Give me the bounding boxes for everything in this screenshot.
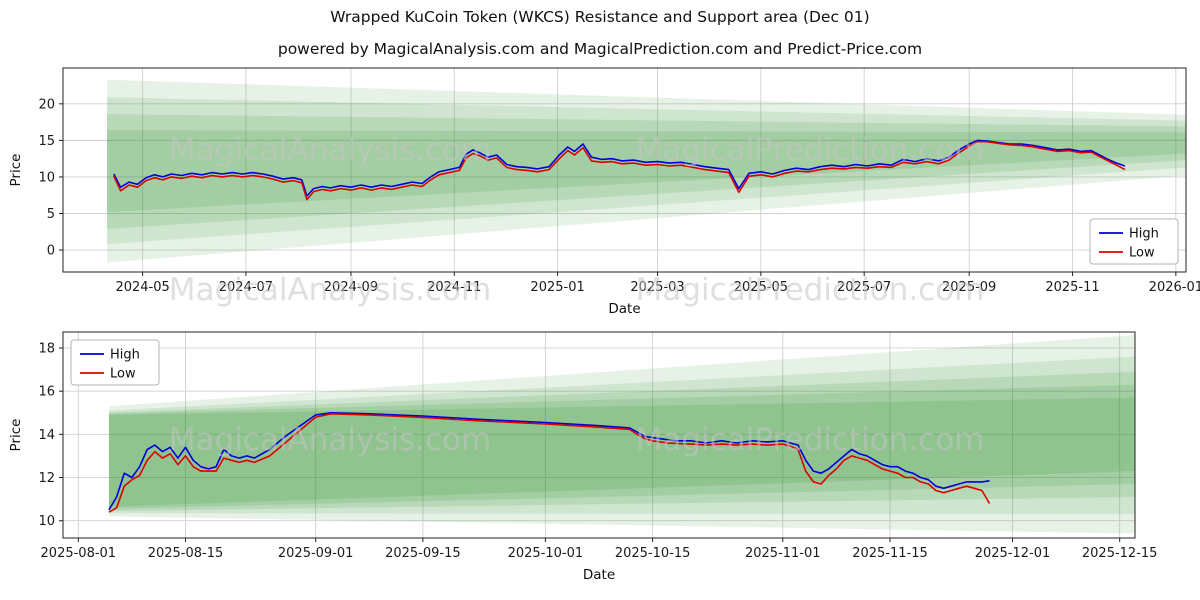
x-tick-label: 2026-01 [1149,280,1200,295]
axes-frame [62,331,1136,539]
x-tick-label: 2025-10-15 [615,546,691,561]
x-tick-label: 2025-11-15 [852,546,928,561]
y-tick-label: 20 [38,97,55,112]
x-tick-label: 2025-12-15 [1082,546,1158,561]
subplot-0: 2024-05 2024-07 2024-09 2024-11 2025-01 2025-… [8,67,1200,317]
series-line-low [108,412,991,513]
y-tick-label: 18 [38,341,55,356]
watermark-text: MagicalAnalysis.com [169,272,491,308]
chart-title: Wrapped KuCoin Token (WKCS) Resistance a… [330,8,870,26]
x-tick-label: 2025-09-01 [278,546,354,561]
legend-label: Low [110,367,136,382]
x-tick-label: 2025-09 [942,280,996,295]
x-tick-label: 2024-11 [427,280,481,295]
watermark-text: MagicalAnalysis.com [169,422,491,458]
x-tick-label: 2025-03 [630,280,684,295]
y-tick-label: 5 [47,207,55,222]
support-resistance-band [108,335,1135,534]
x-axis-label: Date [583,567,615,583]
x-tick-label: 2024-05 [115,280,169,295]
axes-frame [62,67,1187,273]
series-line-high [113,139,1126,197]
support-resistance-band [107,79,1187,158]
support-resistance-band [107,141,1187,213]
watermark-text: MagicalPrediction.com [636,272,985,308]
x-tick-label: 2025-10-01 [508,546,584,561]
legend-label: High [1129,227,1159,242]
x-tick-label: 2025-05 [734,280,788,295]
x-tick-label: 2025-09-15 [385,546,461,561]
y-axis-label: Price [8,419,24,452]
series-line-high [108,411,990,511]
x-tick-label: 2024-09 [324,280,378,295]
support-resistance-band [108,371,1135,512]
legend-label: Low [1129,246,1155,261]
legend-label: High [110,348,140,363]
x-tick-label: 2025-08-01 [41,546,117,561]
y-axis-label: Price [8,154,24,187]
x-axis-label: Date [608,301,640,317]
x-tick-label: 2025-08-15 [148,546,224,561]
support-resistance-band [107,97,1187,157]
y-tick-label: 10 [38,170,55,185]
x-tick-label: 2025-11 [1045,280,1099,295]
watermark-text: MagicalPrediction.com [636,132,985,168]
subplot-1: 2025-08-01 2025-08-15 2025-09-01 2025-09-15… [8,331,1158,583]
support-resistance-band [108,384,1135,509]
y-tick-label: 10 [38,514,55,529]
watermark-text: MagicalPrediction.com [636,422,985,458]
y-tick-label: 15 [38,134,55,149]
series-line-low [113,140,1126,201]
support-resistance-band [107,114,1187,156]
support-resistance-band [107,142,1187,245]
support-resistance-band [108,356,1135,515]
x-tick-label: 2025-11-01 [745,546,821,561]
y-tick-label: 0 [47,244,55,259]
y-tick-label: 16 [38,385,55,400]
support-resistance-band [107,143,1187,263]
y-tick-label: 12 [38,471,55,486]
support-resistance-band [108,397,1135,507]
y-tick-label: 14 [38,428,55,443]
x-tick-label: 2025-12-01 [975,546,1051,561]
watermark-text: MagicalAnalysis.com [169,132,491,168]
support-resistance-band [107,130,1187,155]
x-tick-label: 2025-07 [837,280,891,295]
chart-subtitle: powered by MagicalAnalysis.com and Magic… [277,40,923,58]
x-tick-label: 2024-07 [219,280,273,295]
x-tick-label: 2025-01 [530,280,584,295]
